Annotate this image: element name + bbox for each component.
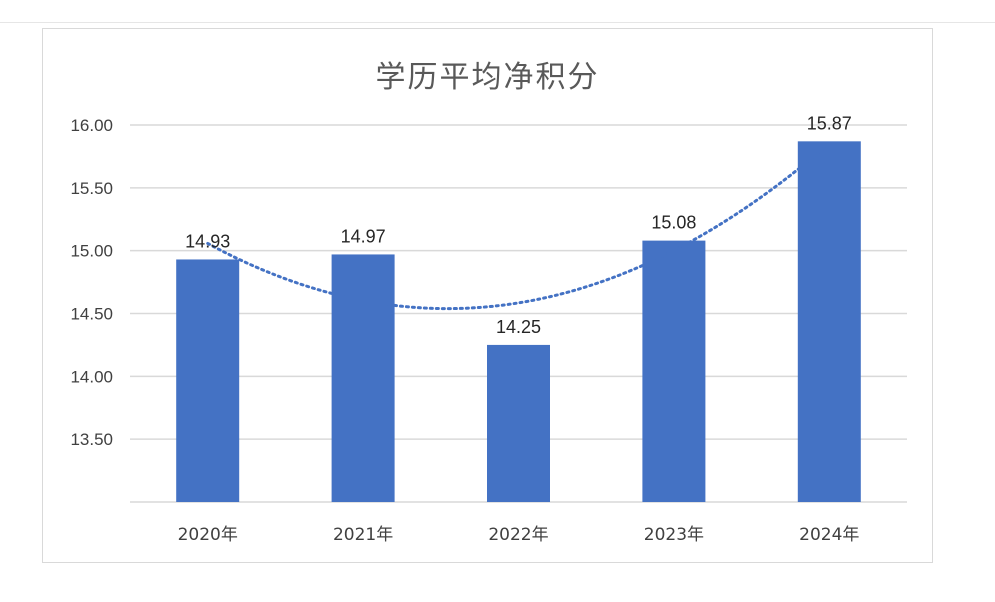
x-tick-label: 2020年	[178, 525, 238, 545]
data-label: 15.87	[807, 113, 852, 133]
x-tick-label: 2021年	[333, 525, 393, 545]
bar	[331, 254, 395, 502]
top-divider	[0, 22, 995, 23]
bar	[642, 240, 706, 502]
y-tick-label: 16.00	[70, 116, 113, 135]
y-tick-label: 15.00	[70, 242, 113, 261]
x-tick-label: 2023年	[644, 525, 704, 545]
x-tick-label: 2024年	[799, 525, 859, 545]
data-label: 14.93	[185, 231, 230, 251]
y-tick-label: 15.50	[70, 179, 113, 198]
data-label: 15.08	[651, 213, 696, 233]
bar	[797, 141, 861, 502]
y-tick-label: 14.00	[70, 367, 113, 386]
data-label: 14.25	[496, 317, 541, 337]
trendline	[206, 141, 831, 311]
chart-title: 学历平均净积分	[375, 60, 600, 95]
x-tick-label: 2022年	[488, 525, 548, 545]
bar	[487, 344, 550, 502]
data-label: 14.97	[341, 226, 386, 246]
y-tick-label: 13.50	[70, 430, 113, 449]
bar	[176, 259, 240, 502]
y-tick-label: 14.50	[70, 305, 113, 324]
